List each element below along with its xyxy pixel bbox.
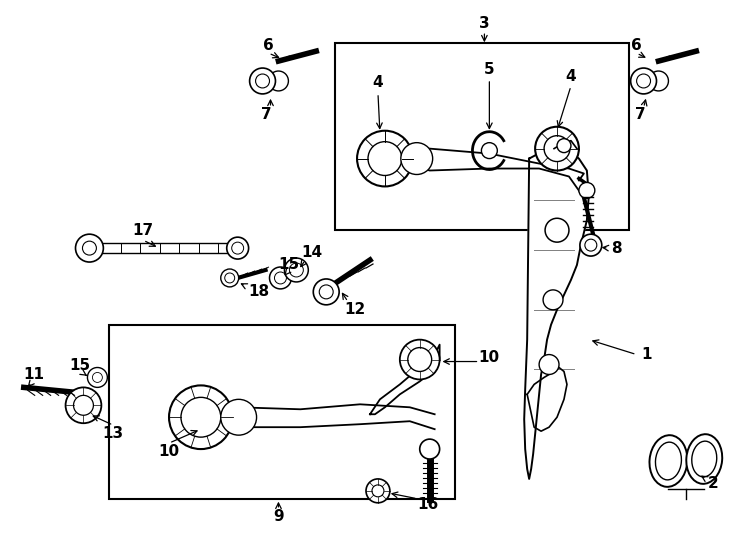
Circle shape: [636, 74, 650, 88]
Circle shape: [255, 74, 269, 88]
Text: 15: 15: [278, 256, 299, 272]
Circle shape: [544, 136, 570, 161]
Circle shape: [543, 290, 563, 310]
Circle shape: [232, 242, 244, 254]
Circle shape: [400, 340, 440, 380]
Circle shape: [227, 237, 249, 259]
Polygon shape: [524, 148, 589, 479]
Circle shape: [73, 395, 93, 415]
Ellipse shape: [655, 442, 681, 480]
Circle shape: [181, 397, 221, 437]
Ellipse shape: [686, 434, 722, 484]
Text: 15: 15: [69, 358, 90, 373]
Circle shape: [366, 479, 390, 503]
Text: 4: 4: [566, 69, 576, 84]
Text: 10: 10: [479, 350, 500, 365]
Polygon shape: [527, 368, 567, 431]
Polygon shape: [239, 404, 435, 429]
Circle shape: [221, 400, 257, 435]
Text: 6: 6: [263, 38, 274, 53]
Circle shape: [76, 234, 103, 262]
Text: 11: 11: [23, 367, 44, 382]
Circle shape: [539, 355, 559, 374]
Bar: [109, 325, 454, 499]
Polygon shape: [417, 148, 584, 193]
Bar: [95, 243, 246, 253]
Text: 18: 18: [248, 285, 269, 299]
Circle shape: [545, 218, 569, 242]
Circle shape: [557, 139, 571, 153]
Circle shape: [313, 279, 339, 305]
Text: 7: 7: [635, 107, 646, 122]
Circle shape: [535, 127, 579, 171]
Bar: [335, 43, 628, 230]
Text: 13: 13: [103, 426, 124, 441]
Circle shape: [285, 258, 308, 282]
Circle shape: [579, 183, 595, 198]
Text: 14: 14: [302, 245, 323, 260]
Circle shape: [82, 241, 96, 255]
Circle shape: [289, 263, 303, 277]
Circle shape: [275, 272, 286, 284]
Text: 9: 9: [273, 509, 284, 524]
Circle shape: [357, 131, 413, 186]
Circle shape: [420, 439, 440, 459]
Polygon shape: [370, 345, 440, 414]
Circle shape: [269, 71, 288, 91]
Circle shape: [225, 273, 235, 283]
Circle shape: [408, 348, 432, 372]
Ellipse shape: [691, 441, 716, 477]
Text: 12: 12: [344, 302, 366, 318]
Ellipse shape: [650, 435, 688, 487]
Circle shape: [401, 143, 432, 174]
Text: 4: 4: [373, 76, 383, 91]
Circle shape: [92, 373, 102, 382]
Text: 6: 6: [631, 38, 642, 53]
Circle shape: [631, 68, 656, 94]
Text: 1: 1: [642, 347, 652, 362]
Circle shape: [580, 234, 602, 256]
Text: 8: 8: [611, 241, 622, 255]
Circle shape: [372, 485, 384, 497]
Circle shape: [250, 68, 275, 94]
Circle shape: [368, 141, 401, 176]
Circle shape: [649, 71, 669, 91]
Text: 5: 5: [484, 62, 495, 77]
Circle shape: [169, 386, 233, 449]
Circle shape: [585, 239, 597, 251]
Text: 2: 2: [708, 476, 719, 491]
Text: 3: 3: [479, 16, 490, 31]
Circle shape: [319, 285, 333, 299]
Circle shape: [482, 143, 498, 159]
Circle shape: [269, 267, 291, 289]
Circle shape: [65, 387, 101, 423]
Text: 16: 16: [417, 497, 438, 512]
Text: 7: 7: [261, 107, 272, 122]
Text: 10: 10: [159, 443, 180, 458]
Text: 17: 17: [133, 222, 153, 238]
Circle shape: [87, 368, 107, 387]
Circle shape: [221, 269, 239, 287]
